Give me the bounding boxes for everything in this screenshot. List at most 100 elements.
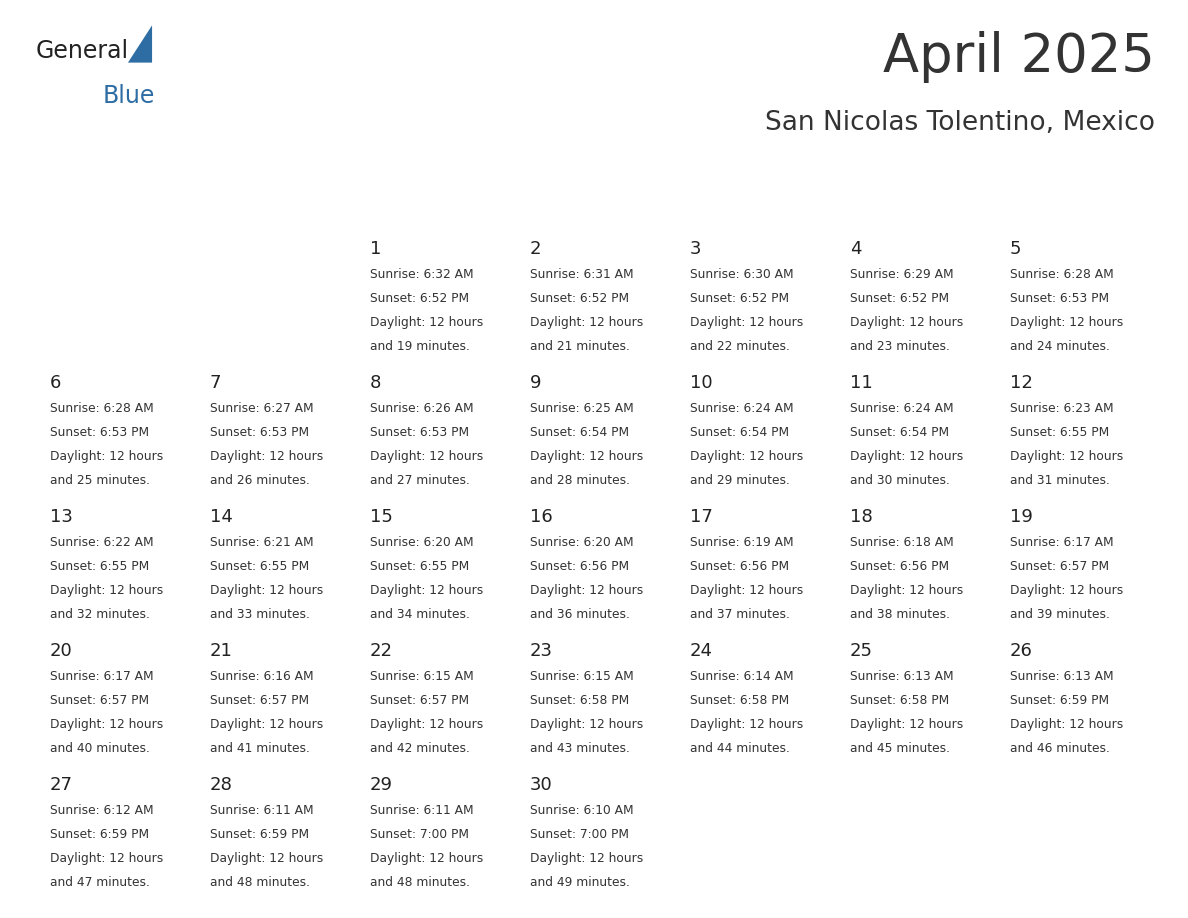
Text: Sunset: 6:59 PM: Sunset: 6:59 PM xyxy=(209,828,309,841)
Text: Sunset: 6:52 PM: Sunset: 6:52 PM xyxy=(369,292,469,306)
Text: 12: 12 xyxy=(1010,374,1032,392)
Text: Sunset: 6:54 PM: Sunset: 6:54 PM xyxy=(690,426,789,439)
Text: 7: 7 xyxy=(209,374,221,392)
Text: Sunset: 6:53 PM: Sunset: 6:53 PM xyxy=(209,426,309,439)
Text: Daylight: 12 hours: Daylight: 12 hours xyxy=(209,584,323,597)
Text: Daylight: 12 hours: Daylight: 12 hours xyxy=(1010,718,1123,731)
Text: and 25 minutes.: and 25 minutes. xyxy=(50,475,150,487)
Text: 1: 1 xyxy=(369,240,381,258)
Text: Sunrise: 6:32 AM: Sunrise: 6:32 AM xyxy=(369,268,473,281)
Text: and 28 minutes.: and 28 minutes. xyxy=(530,475,630,487)
Text: 10: 10 xyxy=(690,374,713,392)
Text: and 31 minutes.: and 31 minutes. xyxy=(1010,475,1110,487)
Text: Daylight: 12 hours: Daylight: 12 hours xyxy=(369,584,482,597)
Text: Sunrise: 6:10 AM: Sunrise: 6:10 AM xyxy=(530,804,633,817)
Text: and 43 minutes.: and 43 minutes. xyxy=(530,742,630,756)
Text: Daylight: 12 hours: Daylight: 12 hours xyxy=(849,584,963,597)
Text: Sunset: 6:59 PM: Sunset: 6:59 PM xyxy=(50,828,148,841)
Text: and 22 minutes.: and 22 minutes. xyxy=(690,341,790,353)
Text: 20: 20 xyxy=(50,642,72,660)
Text: Sunset: 6:57 PM: Sunset: 6:57 PM xyxy=(369,694,469,707)
Text: Sunrise: 6:13 AM: Sunrise: 6:13 AM xyxy=(849,670,954,683)
Text: and 29 minutes.: and 29 minutes. xyxy=(690,475,790,487)
Text: Daylight: 12 hours: Daylight: 12 hours xyxy=(369,450,482,464)
Text: and 46 minutes.: and 46 minutes. xyxy=(1010,742,1110,756)
Text: 2: 2 xyxy=(530,240,542,258)
Text: Daylight: 12 hours: Daylight: 12 hours xyxy=(369,317,482,330)
Text: Sunrise: 6:24 AM: Sunrise: 6:24 AM xyxy=(690,402,794,415)
Text: 18: 18 xyxy=(849,508,872,526)
Text: Daylight: 12 hours: Daylight: 12 hours xyxy=(530,450,643,464)
Text: and 48 minutes.: and 48 minutes. xyxy=(369,876,469,889)
Polygon shape xyxy=(128,26,152,62)
Text: 4: 4 xyxy=(849,240,861,258)
Text: Saturday: Saturday xyxy=(1016,198,1089,213)
Text: 8: 8 xyxy=(369,374,381,392)
Text: Sunrise: 6:17 AM: Sunrise: 6:17 AM xyxy=(1010,536,1113,549)
Text: Daylight: 12 hours: Daylight: 12 hours xyxy=(530,718,643,731)
Text: Sunrise: 6:11 AM: Sunrise: 6:11 AM xyxy=(209,804,314,817)
Text: Sunrise: 6:23 AM: Sunrise: 6:23 AM xyxy=(1010,402,1113,415)
Text: Sunrise: 6:14 AM: Sunrise: 6:14 AM xyxy=(690,670,794,683)
Text: and 33 minutes.: and 33 minutes. xyxy=(209,609,310,621)
Text: 3: 3 xyxy=(690,240,701,258)
Text: Daylight: 12 hours: Daylight: 12 hours xyxy=(209,852,323,865)
Text: Sunrise: 6:11 AM: Sunrise: 6:11 AM xyxy=(369,804,473,817)
Text: 29: 29 xyxy=(369,776,393,794)
Text: Sunset: 6:53 PM: Sunset: 6:53 PM xyxy=(1010,292,1108,306)
Text: Sunrise: 6:28 AM: Sunrise: 6:28 AM xyxy=(1010,268,1113,281)
Text: Sunset: 6:59 PM: Sunset: 6:59 PM xyxy=(1010,694,1108,707)
Text: 5: 5 xyxy=(1010,240,1022,258)
Text: 24: 24 xyxy=(690,642,713,660)
Text: 22: 22 xyxy=(369,642,393,660)
Text: Daylight: 12 hours: Daylight: 12 hours xyxy=(369,718,482,731)
Text: Daylight: 12 hours: Daylight: 12 hours xyxy=(50,584,163,597)
Text: and 37 minutes.: and 37 minutes. xyxy=(690,609,790,621)
Text: Daylight: 12 hours: Daylight: 12 hours xyxy=(369,852,482,865)
Text: and 38 minutes.: and 38 minutes. xyxy=(849,609,949,621)
Text: 23: 23 xyxy=(530,642,552,660)
Text: Sunset: 6:52 PM: Sunset: 6:52 PM xyxy=(849,292,949,306)
Text: and 49 minutes.: and 49 minutes. xyxy=(530,876,630,889)
Text: Daylight: 12 hours: Daylight: 12 hours xyxy=(1010,450,1123,464)
Text: Sunset: 6:54 PM: Sunset: 6:54 PM xyxy=(849,426,949,439)
Text: and 19 minutes.: and 19 minutes. xyxy=(369,341,469,353)
Text: Blue: Blue xyxy=(102,84,154,107)
Text: Sunset: 6:57 PM: Sunset: 6:57 PM xyxy=(209,694,309,707)
Text: 14: 14 xyxy=(209,508,233,526)
Text: and 30 minutes.: and 30 minutes. xyxy=(849,475,949,487)
Text: and 34 minutes.: and 34 minutes. xyxy=(369,609,469,621)
Text: Sunset: 6:58 PM: Sunset: 6:58 PM xyxy=(849,694,949,707)
Text: Sunrise: 6:30 AM: Sunrise: 6:30 AM xyxy=(690,268,794,281)
Text: Daylight: 12 hours: Daylight: 12 hours xyxy=(50,450,163,464)
Text: Sunset: 6:55 PM: Sunset: 6:55 PM xyxy=(209,560,309,573)
Text: and 27 minutes.: and 27 minutes. xyxy=(369,475,469,487)
Text: Sunrise: 6:16 AM: Sunrise: 6:16 AM xyxy=(209,670,314,683)
Text: 16: 16 xyxy=(530,508,552,526)
Text: 27: 27 xyxy=(50,776,72,794)
Text: and 39 minutes.: and 39 minutes. xyxy=(1010,609,1110,621)
Text: Monday: Monday xyxy=(216,198,279,213)
Text: Sunrise: 6:22 AM: Sunrise: 6:22 AM xyxy=(50,536,153,549)
Text: 30: 30 xyxy=(530,776,552,794)
Text: General: General xyxy=(36,39,128,62)
Text: 26: 26 xyxy=(1010,642,1032,660)
Text: Tuesday: Tuesday xyxy=(377,198,442,213)
Text: and 23 minutes.: and 23 minutes. xyxy=(849,341,949,353)
Text: 28: 28 xyxy=(209,776,233,794)
Text: Sunset: 6:56 PM: Sunset: 6:56 PM xyxy=(849,560,949,573)
Text: Sunset: 6:54 PM: Sunset: 6:54 PM xyxy=(530,426,628,439)
Text: Sunrise: 6:31 AM: Sunrise: 6:31 AM xyxy=(530,268,633,281)
Text: Sunset: 6:56 PM: Sunset: 6:56 PM xyxy=(690,560,789,573)
Text: Sunrise: 6:19 AM: Sunrise: 6:19 AM xyxy=(690,536,794,549)
Text: Sunset: 6:52 PM: Sunset: 6:52 PM xyxy=(530,292,628,306)
Text: and 41 minutes.: and 41 minutes. xyxy=(209,742,310,756)
Text: Sunset: 6:58 PM: Sunset: 6:58 PM xyxy=(530,694,628,707)
Text: Daylight: 12 hours: Daylight: 12 hours xyxy=(209,450,323,464)
Text: and 47 minutes.: and 47 minutes. xyxy=(50,876,150,889)
Text: Sunset: 7:00 PM: Sunset: 7:00 PM xyxy=(530,828,628,841)
Text: Daylight: 12 hours: Daylight: 12 hours xyxy=(690,584,803,597)
Text: 15: 15 xyxy=(369,508,392,526)
Text: Sunrise: 6:25 AM: Sunrise: 6:25 AM xyxy=(530,402,633,415)
Text: Daylight: 12 hours: Daylight: 12 hours xyxy=(849,718,963,731)
